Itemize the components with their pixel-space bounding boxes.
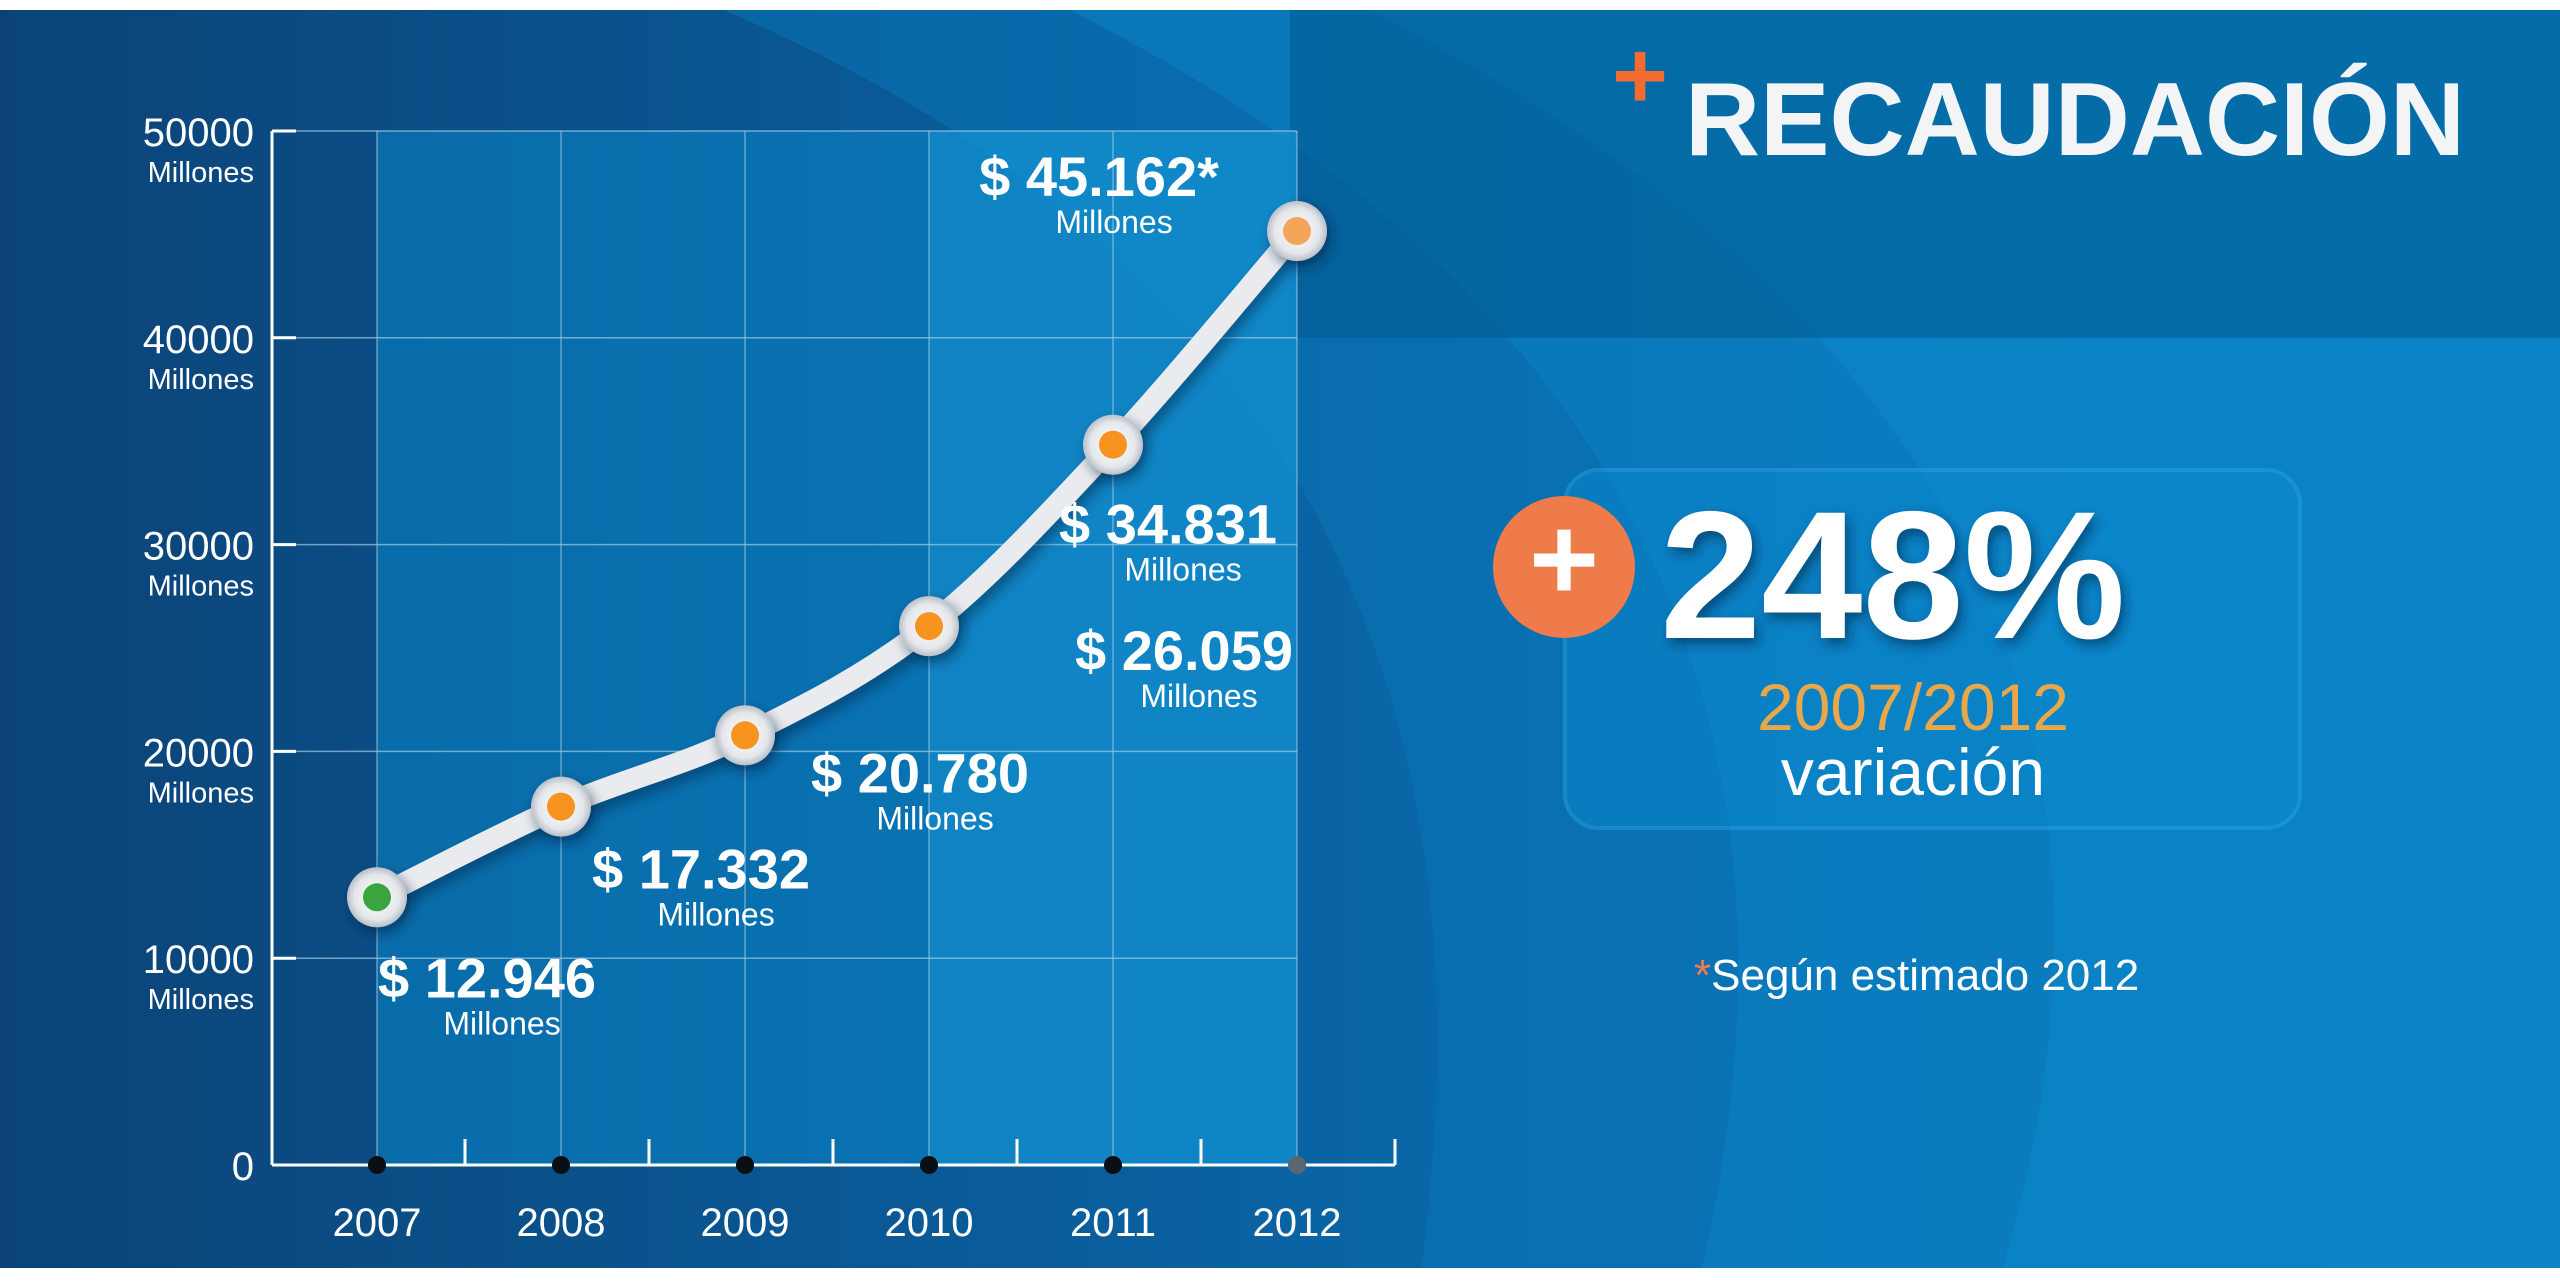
y-tick-label: 50000 [143, 111, 254, 155]
data-value-label: $ 34.831 [1059, 493, 1277, 556]
x-tick-label: 2010 [885, 1201, 974, 1245]
y-tick-label: 40000 [143, 318, 254, 362]
data-unit-label: Millones [1140, 678, 1257, 714]
stat-value: 248% [1660, 473, 2126, 677]
y-tick-unit: Millones [148, 984, 254, 1016]
top-border [0, 0, 2560, 10]
bottom-border [0, 1268, 2560, 1277]
data-point [915, 612, 943, 641]
data-unit-label: Millones [1124, 552, 1241, 588]
plot-area [377, 131, 1297, 1165]
y-tick-unit: Millones [148, 777, 254, 809]
x-axis-dot [1104, 1156, 1122, 1174]
x-axis-dot [368, 1156, 386, 1174]
data-unit-label: Millones [1055, 204, 1172, 240]
y-tick-label: 20000 [143, 731, 254, 775]
x-tick-label: 2009 [701, 1201, 790, 1245]
data-unit-label: Millones [876, 800, 993, 836]
stat-period: 2007/2012 [1757, 670, 2069, 744]
data-points [347, 201, 1327, 928]
y-tick-unit: Millones [148, 571, 254, 603]
x-axis-dot [1288, 1156, 1306, 1174]
y-tick-label: 30000 [143, 525, 254, 569]
data-value-label: $ 26.059 [1075, 619, 1293, 682]
data-point [731, 721, 759, 750]
data-unit-label: Millones [657, 897, 774, 933]
data-point [547, 792, 575, 821]
data-value-label: $ 20.780 [811, 741, 1029, 804]
y-tick-label: 0 [232, 1145, 254, 1189]
data-value-label: $ 17.332 [592, 838, 810, 901]
x-axis-dot [736, 1156, 754, 1174]
x-tick-label: 2007 [333, 1201, 422, 1245]
header-plus-sign: + [1612, 22, 1668, 129]
data-point [1283, 217, 1311, 246]
data-value-label: $ 45.162* [979, 145, 1219, 208]
data-point [363, 883, 391, 912]
data-unit-label: Millones [443, 1005, 560, 1041]
stat-plus-circle [1493, 496, 1635, 638]
y-tick-label: 10000 [143, 938, 254, 982]
axes: 010000Millones20000Millones30000Millones… [143, 111, 1397, 1245]
data-point [1099, 430, 1127, 459]
y-tick-unit: Millones [148, 364, 254, 396]
footnote-text: Según estimado 2012 [1711, 951, 2139, 1000]
data-value-label: $ 12.946 [378, 946, 596, 1009]
footnote: *Según estimado 2012 [1694, 951, 2139, 1000]
x-axis-dot [920, 1156, 938, 1174]
x-tick-label: 2012 [1253, 1201, 1342, 1245]
x-tick-label: 2008 [517, 1201, 606, 1245]
stat-caption: variación [1781, 735, 2045, 809]
footnote-mark: * [1694, 951, 1711, 1000]
header-band [1290, 10, 2560, 338]
x-axis-dot [552, 1156, 570, 1174]
stat-plus-sign: + [1529, 492, 1599, 626]
stat-box [1563, 468, 2302, 830]
x-tick-label: 2011 [1070, 1201, 1156, 1245]
y-tick-unit: Millones [148, 157, 254, 189]
header-title: RECAUDACIÓN [1685, 62, 2465, 178]
